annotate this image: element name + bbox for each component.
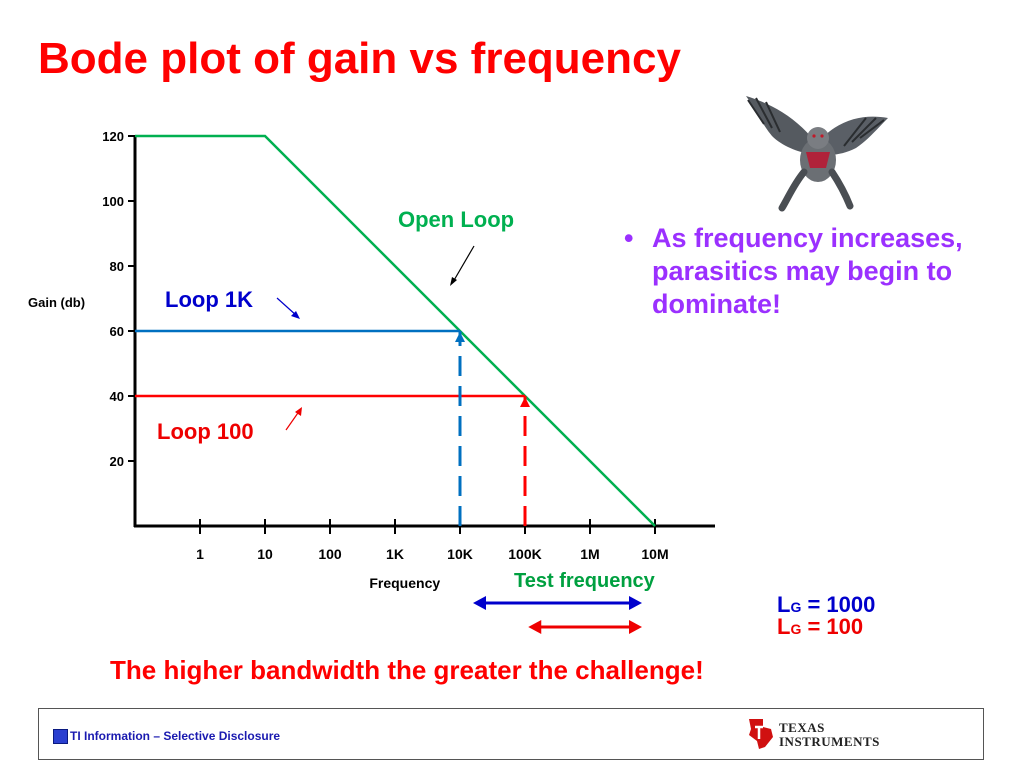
test-frequency-label: Test frequency: [514, 570, 656, 592]
lg-letter: L: [777, 614, 791, 639]
lg-letter: L: [777, 592, 791, 617]
y-tick-label: 100: [102, 194, 124, 209]
y-tick-label: 80: [110, 259, 124, 274]
x-tick-label: 10: [257, 546, 273, 562]
bandwidth-arrowhead: [455, 332, 465, 342]
x-tick-label: 10K: [447, 546, 473, 562]
disclosure-text: TI Information – Selective Disclosure: [70, 729, 281, 743]
range-arrow-left-head: [473, 596, 486, 610]
y-tick-label: 120: [102, 129, 124, 144]
bullet-text: As frequency increases, parasitics may b…: [652, 223, 963, 319]
range-arrow-right-head: [629, 596, 642, 610]
lg-value: = 1000: [807, 592, 876, 617]
y-tick-label: 60: [110, 324, 124, 339]
ti-word-1: TEXAS: [779, 720, 825, 735]
y-axis-label: Gain (db): [28, 295, 85, 310]
open-loop-pointer: [452, 245, 475, 283]
loop-gain-1000: LG = 1000: [777, 592, 875, 618]
bullet-note: • As frequency increases, parasitics may…: [624, 222, 1004, 321]
x-tick-label: 1: [196, 546, 204, 562]
range-arrow-left-head: [528, 620, 542, 634]
range-arrow-right-head: [629, 620, 642, 634]
x-axis-label: Frequency: [369, 575, 440, 591]
loop-100-label: Loop 100: [157, 419, 254, 444]
disclosure-square-icon: [53, 729, 68, 744]
lg-subscript: G: [790, 599, 802, 615]
x-tick-label: 1K: [386, 546, 404, 562]
winged-monkey-icon: [746, 96, 888, 212]
loop-1k-label: Loop 1K: [165, 287, 253, 312]
footer: TI Information – Selective Disclosure TE…: [38, 708, 984, 760]
x-tick-label: 100: [318, 546, 342, 562]
ti-word-2: INSTRUMENTS: [779, 734, 880, 749]
open-loop-label: Open Loop: [398, 207, 514, 232]
loop-100-pointer-head: [295, 407, 302, 416]
loop-1k-pointer: [276, 297, 298, 317]
ti-state-icon: [749, 719, 773, 749]
challenge-text: The higher bandwidth the greater the cha…: [110, 655, 704, 685]
loop-1k-pointer-head: [291, 311, 300, 319]
page-title: Bode plot of gain vs frequency: [38, 34, 681, 83]
open-loop-pointer-head: [450, 277, 457, 286]
lg-subscript: G: [790, 621, 802, 637]
loop-gain-100: LG = 100: [777, 614, 863, 640]
lg-value: = 100: [807, 614, 864, 639]
bandwidth-arrowhead: [520, 397, 530, 407]
ti-wordmark: TEXAS INSTRUMENTS: [779, 721, 880, 749]
bullet-dot-icon: •: [624, 223, 634, 253]
texas-instruments-logo: TEXAS INSTRUMENTS: [745, 715, 885, 755]
y-tick-label: 40: [110, 389, 124, 404]
x-tick-label: 100K: [508, 546, 541, 562]
x-tick-label: 10M: [641, 546, 668, 562]
y-tick-label: 20: [110, 454, 124, 469]
x-tick-label: 1M: [580, 546, 599, 562]
